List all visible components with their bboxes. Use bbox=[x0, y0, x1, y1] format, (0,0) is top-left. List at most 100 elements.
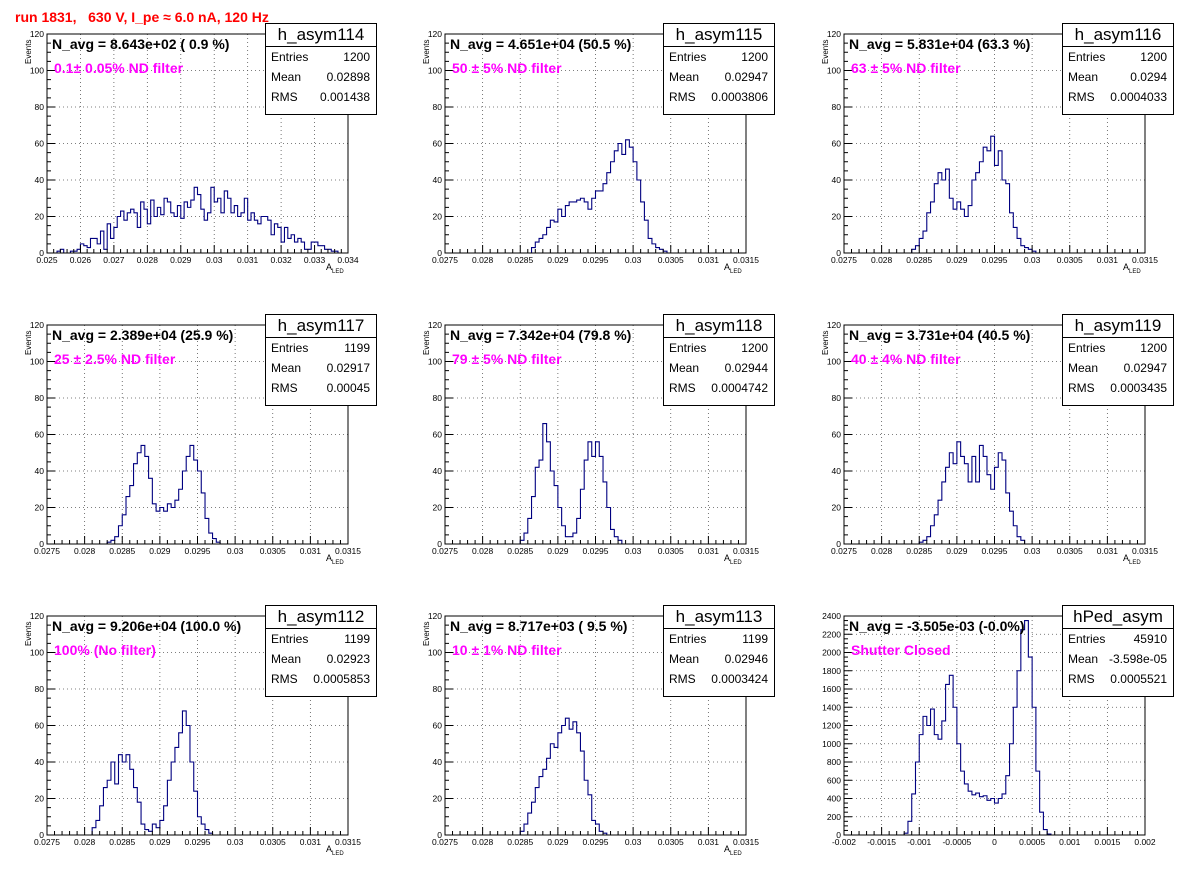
stats-key: Mean bbox=[1068, 361, 1099, 375]
y-tick-label: 100 bbox=[827, 357, 841, 367]
filter-label: 40 ± 4% ND filter bbox=[851, 351, 961, 367]
x-tick-label: 0.03 bbox=[1024, 255, 1041, 265]
x-tick-label: 0.0295 bbox=[583, 546, 609, 556]
x-tick-label: 0.0315 bbox=[733, 255, 759, 265]
y-tick-label: 100 bbox=[827, 66, 841, 76]
stats-row-entries: Entries 1200 bbox=[266, 47, 376, 67]
navg-label: N_avg = -3.505e-03 (-0.0%) bbox=[849, 618, 1025, 634]
x-tick-label: 0.03 bbox=[625, 837, 642, 847]
x-tick-label: 0.0285 bbox=[507, 255, 533, 265]
stats-value: 1200 bbox=[343, 50, 370, 64]
stats-box: h_asym112 Entries 1199 Mean 0.02923 RMS 0.0005… bbox=[265, 605, 377, 697]
x-tick-label: 0.032 bbox=[270, 255, 292, 265]
x-tick-label: 0.0315 bbox=[1132, 255, 1158, 265]
x-tick-label: 0.029 bbox=[547, 837, 569, 847]
stats-value: 1200 bbox=[741, 341, 768, 355]
x-axis-title: ALED bbox=[326, 844, 344, 857]
stats-key: Entries bbox=[1068, 632, 1106, 646]
x-tick-label: 0.0305 bbox=[1057, 546, 1083, 556]
stats-key: Mean bbox=[669, 70, 700, 84]
histogram-panel-h_asym113: 0.0275 0.028 0.0285 0.029 0.0295 0.03 0.0305 0.… bbox=[398, 604, 788, 894]
y-tick-label: 40 bbox=[433, 175, 443, 185]
y-tick-label: 1600 bbox=[822, 684, 841, 694]
x-tick-label: 0.0295 bbox=[185, 546, 211, 556]
y-tick-label: 0 bbox=[437, 830, 442, 840]
stats-key: Mean bbox=[271, 652, 302, 666]
y-tick-label: 80 bbox=[35, 684, 45, 694]
x-axis-title-subscript: LED bbox=[1129, 559, 1141, 566]
y-tick-label: 0 bbox=[39, 539, 44, 549]
stats-row-rms: RMS 0.0003435 bbox=[1063, 378, 1173, 398]
histogram-panel-h_asym114: 0.025 0.026 0.027 0.028 0.029 0.03 0.031 0.032 0… bbox=[0, 22, 390, 312]
stats-key: Entries bbox=[669, 50, 707, 64]
y-tick-label: 0 bbox=[39, 248, 44, 258]
y-tick-label: 0 bbox=[437, 539, 442, 549]
x-tick-label: 0.0315 bbox=[733, 837, 759, 847]
stats-key: Entries bbox=[271, 50, 309, 64]
x-tick-label: 0.0005 bbox=[1019, 837, 1045, 847]
x-tick-label: 0.03 bbox=[206, 255, 223, 265]
x-axis-title-subscript: LED bbox=[730, 268, 742, 275]
x-tick-label: 0.03 bbox=[227, 546, 244, 556]
y-tick-label: 20 bbox=[35, 212, 45, 222]
stats-value: 0.02898 bbox=[326, 70, 370, 84]
y-tick-label: 20 bbox=[832, 503, 842, 513]
histogram-series bbox=[519, 423, 623, 544]
y-tick-label: 120 bbox=[30, 320, 44, 330]
y-tick-label: 120 bbox=[428, 611, 442, 621]
x-tick-label: 0.028 bbox=[74, 546, 96, 556]
y-tick-label: 120 bbox=[827, 320, 841, 330]
stats-key: RMS bbox=[1068, 672, 1095, 686]
stats-row-entries: Entries 45910 bbox=[1063, 629, 1173, 649]
x-tick-label: 0.002 bbox=[1134, 837, 1156, 847]
x-tick-label: 0.027 bbox=[103, 255, 125, 265]
stats-box: h_asym115 Entries 1200 Mean 0.02947 RMS 0.0003… bbox=[663, 23, 775, 115]
stats-row-rms: RMS 0.0005853 bbox=[266, 669, 376, 689]
y-axis-title: Events bbox=[422, 39, 431, 64]
stats-row-entries: Entries 1200 bbox=[664, 47, 774, 67]
histogram-panel-h_asym118: 0.0275 0.028 0.0285 0.029 0.0295 0.03 0.0305 0.… bbox=[398, 313, 788, 603]
stats-row-entries: Entries 1200 bbox=[1063, 338, 1173, 358]
run-title: run 1831, 630 V, I_pe ≈ 6.0 nA, 120 Hz bbox=[15, 9, 269, 25]
x-tick-label: 0.03 bbox=[1024, 546, 1041, 556]
x-axis-title: ALED bbox=[1123, 262, 1141, 275]
y-tick-label: 800 bbox=[827, 757, 841, 767]
x-tick-label: 0.0305 bbox=[658, 546, 684, 556]
x-tick-label: 0.0275 bbox=[34, 546, 60, 556]
y-tick-label: 1200 bbox=[822, 721, 841, 731]
y-tick-label: 20 bbox=[433, 794, 443, 804]
stats-key: RMS bbox=[271, 381, 298, 395]
stats-value: 0.0003435 bbox=[1110, 381, 1167, 395]
histogram-panel-h_asym117: 0.0275 0.028 0.0285 0.029 0.0295 0.03 0.0305 0.… bbox=[0, 313, 390, 603]
x-tick-label: 0.026 bbox=[70, 255, 92, 265]
stats-key: RMS bbox=[669, 672, 696, 686]
y-tick-label: 40 bbox=[832, 466, 842, 476]
stats-value: 0.02947 bbox=[1123, 361, 1167, 375]
stats-row-mean: Mean 0.02917 bbox=[266, 358, 376, 378]
stats-histogram-name: h_asym118 bbox=[664, 315, 774, 338]
stats-row-rms: RMS 0.0005521 bbox=[1063, 669, 1173, 689]
x-tick-label: 0.0305 bbox=[1057, 255, 1083, 265]
histogram-series bbox=[918, 441, 1026, 544]
stats-row-mean: Mean 0.02944 bbox=[664, 358, 774, 378]
stats-box: h_asym114 Entries 1200 Mean 0.02898 RMS 0.0014… bbox=[265, 23, 377, 115]
y-tick-label: 40 bbox=[832, 175, 842, 185]
stats-value: 0.0005521 bbox=[1110, 672, 1167, 686]
stats-value: 0.02917 bbox=[326, 361, 370, 375]
x-axis-title-subscript: LED bbox=[730, 559, 742, 566]
stats-row-mean: Mean 0.02946 bbox=[664, 649, 774, 669]
filter-label: 0.1± 0.05% ND filter bbox=[54, 60, 184, 76]
x-tick-label: -0.0015 bbox=[867, 837, 896, 847]
y-tick-label: 100 bbox=[428, 648, 442, 658]
x-tick-label: 0.0305 bbox=[260, 546, 286, 556]
stats-value: 0.0003806 bbox=[711, 90, 768, 104]
histogram-series bbox=[106, 444, 221, 544]
y-tick-label: 0 bbox=[437, 248, 442, 258]
stats-key: Entries bbox=[1068, 341, 1106, 355]
y-tick-label: 600 bbox=[827, 775, 841, 785]
histogram-series bbox=[911, 135, 1037, 253]
x-axis-title-subscript: LED bbox=[332, 559, 344, 566]
stats-value: 1199 bbox=[344, 341, 370, 355]
stats-row-entries: Entries 1200 bbox=[664, 338, 774, 358]
filter-label: 50 ± 5% ND filter bbox=[452, 60, 562, 76]
